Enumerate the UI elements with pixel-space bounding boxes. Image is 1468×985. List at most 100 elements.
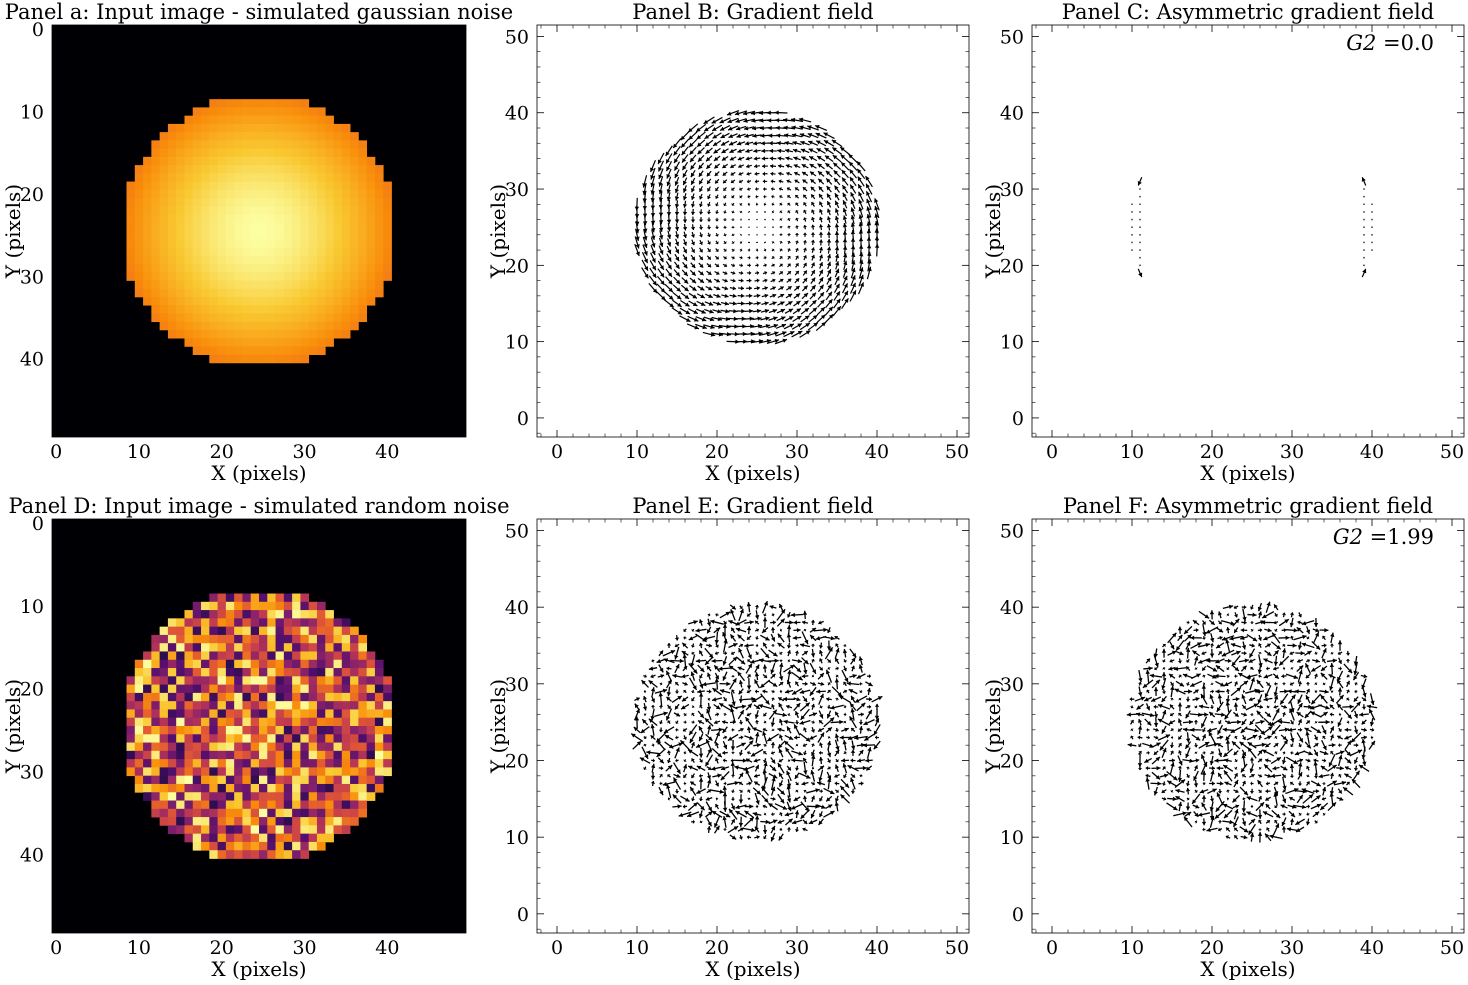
pixel xyxy=(201,709,210,719)
pixel xyxy=(151,181,161,191)
quiver-arrow xyxy=(1157,703,1171,710)
pixel xyxy=(234,189,243,199)
pixel xyxy=(350,659,359,669)
pixel xyxy=(242,626,252,636)
quiver-arrow xyxy=(779,651,783,655)
quiver-arrow xyxy=(817,672,825,680)
quiver-arrow xyxy=(786,225,792,229)
quiver-arrow xyxy=(818,239,824,246)
pixel xyxy=(234,338,243,347)
quiver-arrow xyxy=(794,277,800,284)
quiver-arrow xyxy=(1146,735,1150,740)
y-tick-label: 30 xyxy=(1000,179,1024,201)
quiver-arrow xyxy=(794,681,800,687)
quiver-arrow xyxy=(673,161,681,171)
quiver-arrow xyxy=(834,223,840,231)
quiver-arrow xyxy=(745,758,753,763)
pixel xyxy=(217,750,227,760)
quiver-arrow xyxy=(810,216,816,223)
quiver-arrow xyxy=(777,727,785,732)
quiver-arrow xyxy=(1166,770,1178,781)
quiver-arrow xyxy=(841,169,849,179)
quiver-arrow xyxy=(1344,773,1352,779)
quiver-arrow xyxy=(1139,264,1141,267)
pixel xyxy=(167,734,177,743)
image-pixels xyxy=(126,593,392,859)
quiver-arrow xyxy=(698,692,704,706)
quiver-arrow xyxy=(702,682,716,687)
pixel xyxy=(316,742,326,752)
quiver-arrow xyxy=(699,239,703,246)
quiver-arrow xyxy=(650,183,655,195)
pixel xyxy=(225,165,235,174)
pixel xyxy=(333,222,343,232)
quiver-arrow xyxy=(673,145,681,156)
pixel xyxy=(259,189,268,199)
pixel xyxy=(217,280,227,290)
quiver-arrow xyxy=(736,742,746,748)
pixel xyxy=(341,247,351,257)
pixel xyxy=(217,676,227,685)
pixel xyxy=(242,338,252,347)
quiver-arrow xyxy=(832,162,842,171)
pixel xyxy=(374,734,384,743)
y-tick-label: 20 xyxy=(1000,255,1024,277)
pixel xyxy=(300,800,310,810)
quiver-arrow xyxy=(1319,689,1329,694)
quiver-arrow xyxy=(787,248,791,252)
pixel xyxy=(234,817,243,826)
quiver-arrow xyxy=(643,674,647,679)
quiver-arrow xyxy=(648,282,658,294)
quiver-arrow xyxy=(834,657,840,665)
quiver-arrow xyxy=(690,654,696,668)
pixel xyxy=(325,189,334,199)
quiver-arrow xyxy=(792,307,802,315)
quiver-arrow xyxy=(850,222,856,232)
quiver-arrow xyxy=(656,283,666,293)
quiver-arrow xyxy=(817,170,825,177)
quiver-arrow xyxy=(730,789,736,793)
pixel xyxy=(176,263,185,273)
quiver-arrow xyxy=(802,681,808,687)
pixel xyxy=(300,659,310,669)
pixel xyxy=(192,173,202,182)
pixel xyxy=(275,198,285,207)
pixel xyxy=(292,305,301,314)
pixel xyxy=(333,726,343,735)
quiver-arrow xyxy=(1189,680,1203,688)
pixel xyxy=(225,132,235,141)
quiver-arrow xyxy=(1305,731,1310,744)
quiver-arrow xyxy=(681,161,689,171)
quiver-arrow xyxy=(1222,764,1234,772)
quiver-arrow xyxy=(643,735,647,740)
axes-frame xyxy=(1031,24,1465,438)
quiver-arrow xyxy=(801,781,809,786)
quiver-arrow xyxy=(1313,749,1319,757)
pixel xyxy=(184,239,194,248)
quiver-arrow xyxy=(801,285,809,292)
quiver-arrow xyxy=(650,252,656,263)
quiver-arrow xyxy=(738,278,744,283)
quiver-arrow xyxy=(1185,641,1191,650)
quiver-arrow xyxy=(1305,720,1311,725)
quiver-arrow xyxy=(674,635,680,641)
pixel xyxy=(383,214,392,224)
quiver-arrow xyxy=(1137,718,1143,726)
quiver-arrow xyxy=(1173,811,1187,817)
quiver-arrow xyxy=(690,224,696,231)
pixel xyxy=(300,107,310,117)
pixel xyxy=(267,272,276,281)
pixel xyxy=(350,165,359,174)
quiver-arrow xyxy=(1241,604,1247,610)
pixel xyxy=(167,684,177,694)
pixel xyxy=(242,618,252,628)
quiver-arrow xyxy=(1182,758,1194,763)
quiver-arrow xyxy=(1329,676,1335,691)
pixel xyxy=(192,626,202,636)
pixel xyxy=(176,676,185,685)
pixel xyxy=(217,610,227,619)
pixel xyxy=(325,181,334,191)
pixel xyxy=(366,255,376,265)
quiver-arrow xyxy=(754,604,760,610)
quiver-arrow xyxy=(1161,709,1167,720)
